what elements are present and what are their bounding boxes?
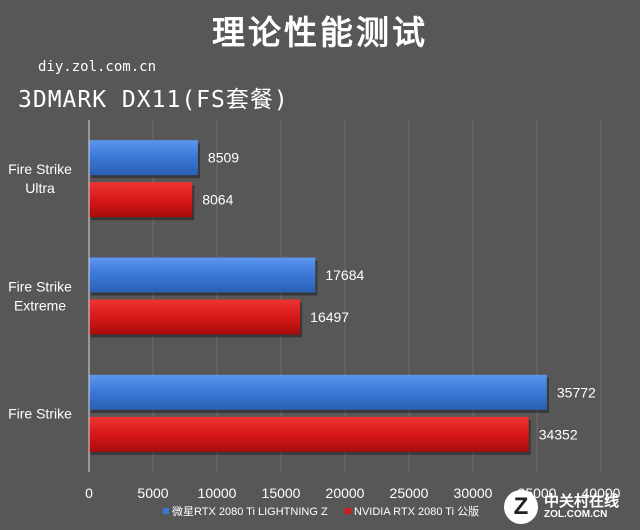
bar <box>89 140 198 176</box>
bar <box>89 374 547 410</box>
page-title: 理论性能测试 <box>212 13 428 52</box>
watermark-url: diy.zol.com.cn <box>38 59 157 75</box>
x-tick-label: 20000 <box>326 485 365 501</box>
data-label: 17684 <box>325 267 364 283</box>
bars: 8509 8064 17684 16497 35772 34352 <box>89 140 596 455</box>
bar <box>89 299 301 335</box>
data-label: 8509 <box>208 150 239 166</box>
x-tick-label: 25000 <box>390 485 429 501</box>
x-tick-label: 30000 <box>454 485 493 501</box>
data-label: 8064 <box>202 192 233 208</box>
data-label: 35772 <box>557 384 596 400</box>
bar <box>89 257 316 293</box>
y-category-label: Fire Strike <box>8 405 72 421</box>
legend-label: NVIDIA RTX 2080 Ti 公版 <box>354 504 479 518</box>
zol-mark-icon: Z <box>504 490 538 524</box>
data-label: 34352 <box>539 426 578 442</box>
legend-label: 微星RTX 2080 Ti LIGHTNING Z <box>172 504 328 518</box>
x-tick-label: 0 <box>85 485 93 501</box>
zol-logo: Z 中关村在线 ZOL.COM.CN <box>504 490 636 524</box>
data-label: 16497 <box>310 309 349 325</box>
legend-swatch <box>163 508 169 514</box>
axes: 0 5000 10000 15000 20000 25000 30000 35000 40000… <box>8 120 621 501</box>
legend: 微星RTX 2080 Ti LIGHTNING Z NVIDIA RTX 2080… <box>163 504 479 518</box>
brand-name-en: ZOL.COM.CN <box>544 509 608 520</box>
brand-name-cn: 中关村在线 <box>544 492 620 510</box>
bar <box>89 416 529 452</box>
x-tick-label: 40000 <box>582 485 621 501</box>
legend-swatch <box>345 508 351 514</box>
chart-subtitle: 3DMARK DX11(FS套餐) <box>18 87 289 113</box>
x-tick-label: 10000 <box>198 485 237 501</box>
y-category-label: Fire Strike Extreme <box>8 279 72 314</box>
gridlines <box>152 120 602 472</box>
x-tick-label: 5000 <box>137 485 168 501</box>
x-tick-label: 15000 <box>262 485 301 501</box>
bar <box>89 182 193 218</box>
y-category-label: Fire Strike Ultra <box>8 161 72 196</box>
